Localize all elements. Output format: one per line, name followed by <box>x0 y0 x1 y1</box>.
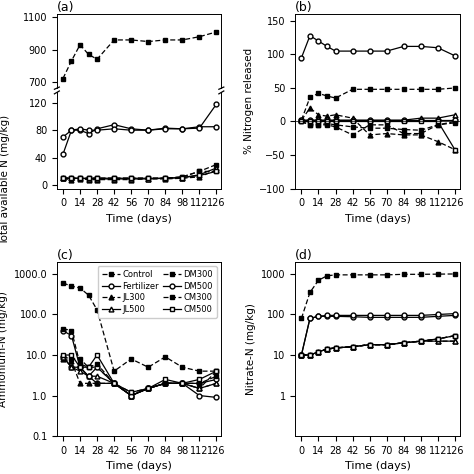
X-axis label: Time (days): Time (days) <box>345 214 410 224</box>
X-axis label: Time (days): Time (days) <box>106 461 172 471</box>
Y-axis label: Nitrate-N (mg/kg): Nitrate-N (mg/kg) <box>246 303 255 395</box>
Text: Total available N (mg/kg): Total available N (mg/kg) <box>0 115 10 245</box>
Text: (a): (a) <box>57 1 74 14</box>
Y-axis label: Ammonium-N (mg/kg): Ammonium-N (mg/kg) <box>0 291 8 407</box>
Text: (c): (c) <box>57 249 73 262</box>
Legend: Control, Fertilizer, JL300, JL500, DM300, DM500, CM300, CM500: Control, Fertilizer, JL300, JL500, DM300… <box>98 266 217 318</box>
Text: (b): (b) <box>295 1 313 14</box>
X-axis label: Time (days): Time (days) <box>345 461 410 471</box>
X-axis label: Time (days): Time (days) <box>106 214 172 224</box>
Y-axis label: % Nitrogen released: % Nitrogen released <box>244 48 254 155</box>
Text: (d): (d) <box>295 249 313 262</box>
